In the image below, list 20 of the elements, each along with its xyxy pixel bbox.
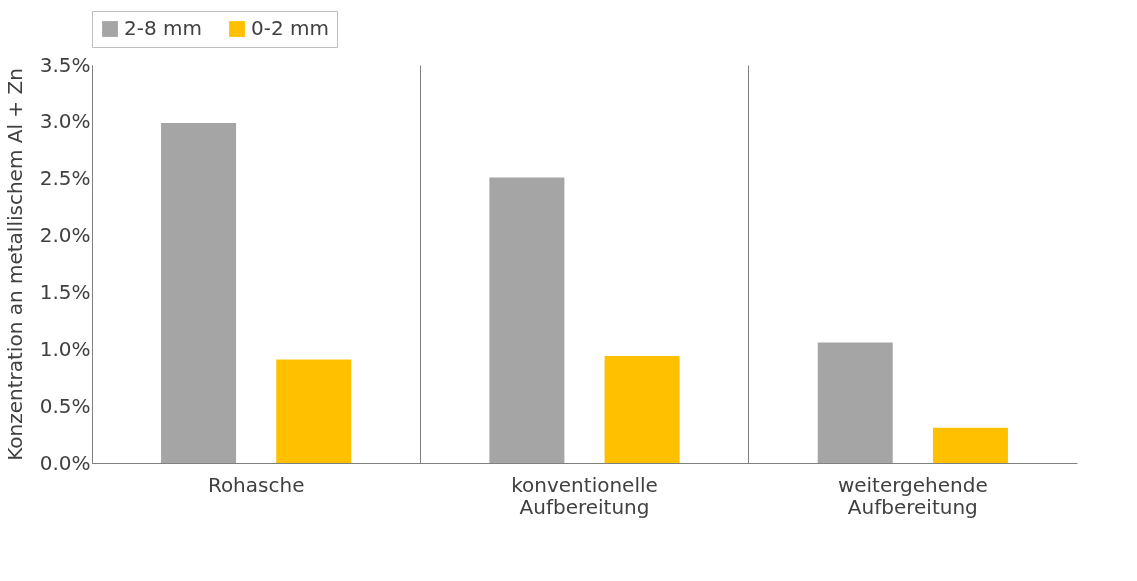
y-tick-label: 1.0%: [39, 336, 91, 361]
y-tick-label: 2.5%: [39, 166, 91, 191]
bar: [932, 427, 1008, 463]
legend-label: 2-8 mm: [124, 16, 202, 40]
legend-label: 0-2 mm: [251, 16, 329, 40]
y-tick-label: 3.0%: [39, 109, 91, 134]
y-tick-label: 2.0%: [39, 223, 91, 248]
bar: [276, 359, 352, 463]
x-tick-label: weitergehende Aufbereitung: [837, 472, 988, 519]
y-tick-label: 0.0%: [39, 450, 91, 475]
bar: [604, 356, 680, 463]
x-tick-label: konventionelle Aufbereitung: [511, 472, 658, 519]
y-axis-title: Konzentration an metallischem Al + Zn: [2, 68, 27, 461]
x-tick-label: Rohasche: [207, 472, 305, 497]
y-tick-label: 0.5%: [39, 393, 91, 418]
y-tick-label: 3.5%: [39, 52, 91, 77]
bar: [161, 122, 237, 463]
bar: [817, 342, 893, 463]
y-tick-label: 1.5%: [39, 279, 91, 304]
bar: [489, 177, 565, 463]
